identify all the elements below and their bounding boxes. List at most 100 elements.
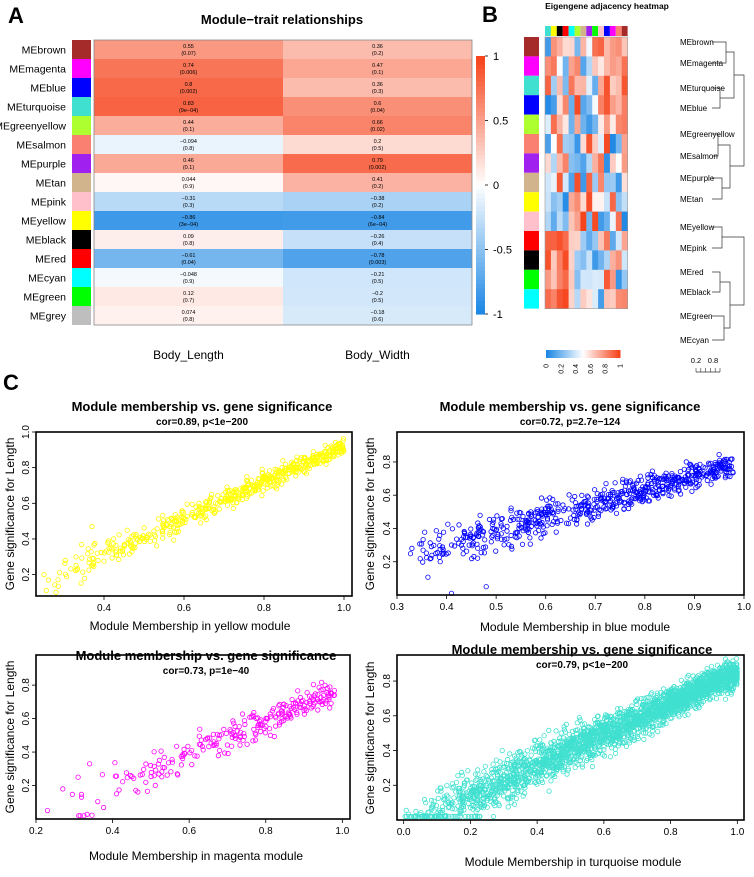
legend-swatch bbox=[476, 116, 485, 122]
data-point bbox=[267, 714, 274, 720]
data-point bbox=[602, 498, 608, 505]
data-point bbox=[425, 574, 431, 580]
data-point bbox=[677, 694, 684, 700]
data-point bbox=[437, 785, 443, 791]
data-point bbox=[431, 542, 437, 549]
data-point bbox=[598, 492, 604, 498]
data-point bbox=[714, 671, 720, 677]
data-point bbox=[56, 569, 63, 576]
data-point bbox=[165, 760, 172, 766]
adjacency-cell bbox=[615, 289, 623, 309]
data-point bbox=[327, 453, 333, 459]
x-tick-label: 0.2 bbox=[29, 826, 43, 837]
data-point bbox=[474, 813, 480, 820]
data-point bbox=[724, 469, 730, 476]
data-point bbox=[726, 459, 732, 465]
adjacency-cell bbox=[598, 172, 605, 193]
data-point bbox=[490, 532, 496, 539]
module-label: MEtan bbox=[36, 178, 67, 190]
data-point bbox=[490, 516, 497, 523]
adjacency-cell bbox=[556, 172, 564, 193]
data-point bbox=[463, 548, 470, 554]
data-point bbox=[572, 493, 578, 500]
adjacency-cell bbox=[550, 114, 558, 135]
data-point bbox=[561, 724, 567, 730]
adjacency-cell bbox=[604, 56, 611, 77]
data-point bbox=[483, 782, 489, 789]
data-point bbox=[78, 794, 85, 800]
p-value: (0.002) bbox=[180, 89, 198, 95]
data-point bbox=[148, 762, 154, 769]
data-point bbox=[112, 549, 119, 555]
legend-swatch bbox=[476, 279, 485, 285]
data-point bbox=[493, 548, 499, 554]
data-point bbox=[728, 683, 734, 690]
side-color-swatch bbox=[524, 37, 539, 57]
data-point bbox=[435, 788, 441, 794]
cor-value: −0.78 bbox=[371, 253, 385, 259]
data-point bbox=[689, 488, 695, 494]
cor-value: −0.26 bbox=[371, 234, 385, 240]
adjacency-cell bbox=[545, 172, 552, 193]
adjacency-cell bbox=[568, 114, 575, 135]
side-color-swatch bbox=[524, 134, 539, 154]
data-point bbox=[589, 736, 595, 743]
data-point bbox=[508, 800, 514, 806]
data-point bbox=[486, 779, 492, 785]
data-point bbox=[299, 466, 305, 472]
data-point bbox=[545, 762, 551, 768]
data-point bbox=[282, 461, 289, 467]
adjacency-cell bbox=[574, 56, 581, 77]
y-axis-label: Gene significance for Length bbox=[363, 662, 377, 815]
data-point bbox=[706, 675, 712, 682]
data-point bbox=[211, 504, 217, 510]
data-point bbox=[403, 807, 409, 814]
data-point bbox=[327, 684, 333, 690]
data-point bbox=[615, 495, 621, 501]
data-point bbox=[452, 806, 458, 812]
data-point bbox=[445, 550, 451, 556]
data-point bbox=[697, 686, 703, 692]
data-point bbox=[526, 519, 533, 525]
side-color-swatch bbox=[524, 75, 539, 96]
data-point bbox=[666, 486, 672, 492]
data-point bbox=[445, 521, 451, 527]
data-point bbox=[64, 574, 70, 580]
adjacency-cell bbox=[580, 269, 587, 290]
data-point bbox=[55, 577, 61, 583]
data-point bbox=[704, 678, 711, 684]
data-point bbox=[692, 689, 698, 695]
adjacency-cell bbox=[562, 289, 569, 309]
y-tick-label: 0.2 bbox=[21, 778, 32, 792]
dendrogram-branch bbox=[712, 226, 723, 249]
data-point bbox=[633, 725, 640, 732]
cor-cell bbox=[283, 40, 472, 59]
data-point bbox=[580, 733, 586, 739]
data-point bbox=[625, 709, 631, 715]
data-point bbox=[649, 716, 655, 722]
adjacency-cell bbox=[604, 211, 611, 232]
adjacency-cell bbox=[574, 250, 581, 271]
data-point bbox=[182, 519, 188, 526]
p-value: (0.2) bbox=[372, 51, 383, 57]
data-point bbox=[508, 505, 514, 511]
adjacency-cell bbox=[550, 172, 558, 193]
data-point bbox=[497, 764, 503, 771]
data-point bbox=[522, 775, 528, 781]
adjacency-cell bbox=[580, 231, 587, 251]
adjacency-cell bbox=[598, 289, 605, 309]
scatter-subtitle: cor=0.89, p<1e−200 bbox=[156, 417, 248, 428]
data-point bbox=[463, 777, 470, 783]
adjacency-cell bbox=[592, 37, 599, 57]
adjacency-cell bbox=[545, 289, 552, 309]
data-point bbox=[696, 471, 702, 477]
adj-legend-swatch bbox=[599, 350, 602, 358]
data-point bbox=[245, 482, 252, 488]
adj-legend-tick: 1 bbox=[618, 364, 625, 368]
data-point bbox=[274, 467, 280, 473]
data-point bbox=[647, 731, 653, 737]
adjacency-cell bbox=[562, 231, 569, 251]
data-point bbox=[251, 726, 257, 733]
data-point bbox=[522, 785, 528, 791]
legend-swatch bbox=[476, 258, 485, 263]
